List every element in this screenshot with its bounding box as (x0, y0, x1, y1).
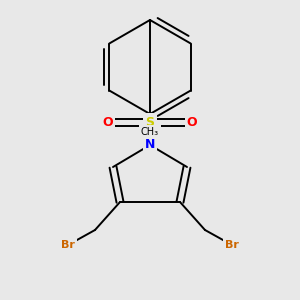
Text: CH₃: CH₃ (141, 127, 159, 137)
Text: O: O (187, 116, 197, 128)
Text: S: S (146, 116, 154, 128)
Text: Br: Br (61, 240, 75, 250)
Text: O: O (103, 116, 113, 128)
Text: Br: Br (225, 240, 239, 250)
Text: N: N (145, 139, 155, 152)
